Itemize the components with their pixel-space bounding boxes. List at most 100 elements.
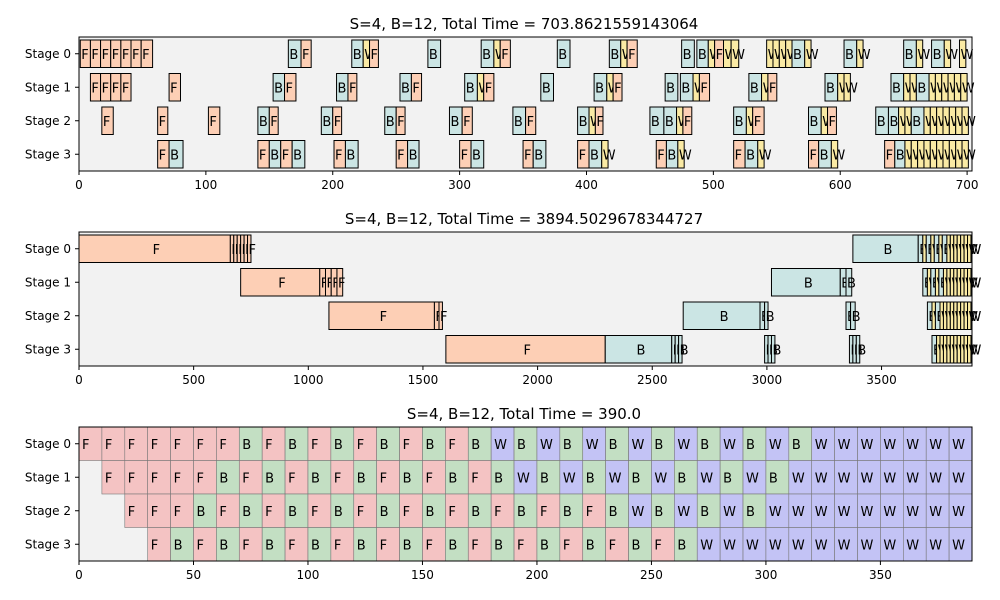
task-bar-B <box>770 335 776 364</box>
task-label: B <box>357 538 366 553</box>
chart-title: S=4, B=12, Total Time = 390.0 <box>407 405 641 423</box>
task-label: W <box>677 438 690 453</box>
x-tick-label: 500 <box>702 178 725 192</box>
task-label: W <box>963 115 976 130</box>
task-label: W <box>700 538 713 553</box>
task-label: W <box>792 471 805 486</box>
task-label: B <box>403 471 412 486</box>
task-label: B <box>311 538 320 553</box>
task-label: F <box>440 310 447 325</box>
task-label: B <box>933 48 942 63</box>
task-label: B <box>609 505 618 520</box>
task-bar-F <box>207 106 221 135</box>
task-label: B <box>558 48 567 63</box>
task-label: W <box>952 471 965 486</box>
task-label: W <box>861 438 874 453</box>
task-bar-F <box>268 106 279 135</box>
task-bar-F <box>328 301 435 330</box>
x-tick-label: 200 <box>321 178 344 192</box>
task-label: B <box>563 438 572 453</box>
plot-frame <box>78 36 973 172</box>
task-label: F <box>403 438 410 453</box>
task-label: B <box>288 505 297 520</box>
task-label: W <box>960 48 973 63</box>
task-label: W <box>906 471 919 486</box>
task-bar-B <box>532 140 547 169</box>
task-label: W <box>838 438 851 453</box>
task-bar-F <box>525 106 537 135</box>
task-label: F <box>196 438 203 453</box>
task-label: B <box>334 438 343 453</box>
task-label: B <box>857 343 866 358</box>
task-bar-F <box>410 73 423 102</box>
task-label: W <box>929 438 942 453</box>
task-bar-F <box>284 73 297 102</box>
task-label: F <box>282 148 289 163</box>
task-label: F <box>286 81 293 96</box>
task-label: W <box>654 471 667 486</box>
task-label: B <box>242 505 251 520</box>
task-bar-W <box>856 39 864 68</box>
task-label: W <box>700 471 713 486</box>
task-label: F <box>527 115 534 130</box>
x-tick-label: 150 <box>411 568 434 582</box>
task-label: F <box>196 471 203 486</box>
task-label: B <box>259 115 268 130</box>
x-tick-label: 250 <box>640 568 663 582</box>
task-label: F <box>349 81 356 96</box>
task-label: F <box>886 148 893 163</box>
task-label: W <box>952 538 965 553</box>
task-label: B <box>917 81 926 96</box>
task-label: W <box>494 438 507 453</box>
task-label: B <box>586 538 595 553</box>
task-label: F <box>153 243 160 258</box>
task-label: B <box>772 343 781 358</box>
task-label: B <box>514 115 523 130</box>
task-label: F <box>448 438 455 453</box>
task-label: B <box>540 538 549 553</box>
task-label: W <box>732 48 745 63</box>
x-tick-label: 350 <box>869 568 892 582</box>
y-tick-label: Stage 2 <box>25 114 71 128</box>
task-label: F <box>501 48 508 63</box>
task-bar-F <box>461 106 473 135</box>
task-label: F <box>735 148 742 163</box>
task-label: B <box>746 148 755 163</box>
task-label: F <box>810 148 817 163</box>
task-label: B <box>667 148 676 163</box>
task-bar-F <box>767 73 778 102</box>
task-label: W <box>883 471 896 486</box>
task-label: W <box>759 148 772 163</box>
task-label: W <box>945 48 958 63</box>
task-label: B <box>448 538 457 553</box>
task-bar-W <box>843 73 851 102</box>
task-label: B <box>892 81 901 96</box>
x-tick-label: 1500 <box>408 373 439 387</box>
task-label: W <box>769 438 782 453</box>
task-label: B <box>386 115 395 130</box>
task-label: B <box>586 471 595 486</box>
task-label: W <box>815 538 828 553</box>
task-bar-W <box>958 39 967 68</box>
task-label: W <box>723 505 736 520</box>
x-tick-label: 0 <box>75 568 83 582</box>
task-label: B <box>174 538 183 553</box>
task-bar-B <box>852 234 919 263</box>
task-label: F <box>540 505 547 520</box>
task-label: F <box>288 471 295 486</box>
task-label: B <box>425 438 434 453</box>
task-label: W <box>832 148 845 163</box>
task-label: B <box>847 276 856 291</box>
task-label: F <box>628 48 635 63</box>
task-label: F <box>412 81 419 96</box>
task-label: B <box>610 48 619 63</box>
task-label: F <box>288 538 295 553</box>
task-label: W <box>723 438 736 453</box>
task-label: B <box>766 310 775 325</box>
task-bar-B <box>470 140 485 169</box>
task-label: B <box>472 148 481 163</box>
task-label: F <box>397 115 404 130</box>
task-label: B <box>654 438 663 453</box>
task-label: B <box>852 310 861 325</box>
task-label: W <box>917 48 930 63</box>
